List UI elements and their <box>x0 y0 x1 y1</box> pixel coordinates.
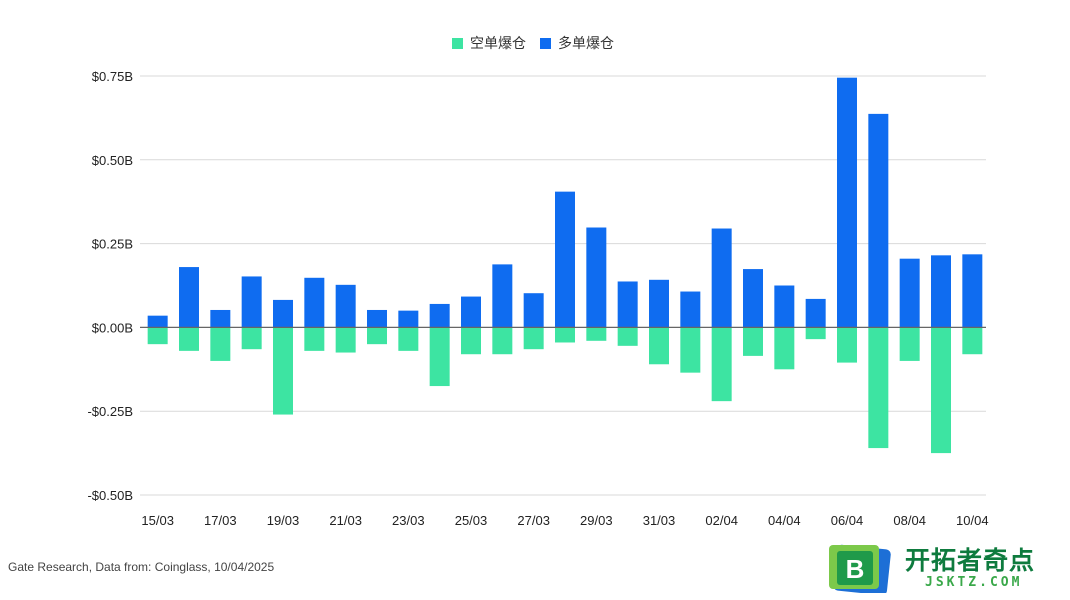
legend-label-long: 多单爆仓 <box>558 36 614 52</box>
legend-swatch-short <box>452 37 463 49</box>
bar-short <box>304 327 325 351</box>
bar-long <box>367 309 387 328</box>
bar-long <box>586 227 607 328</box>
bar-long <box>523 293 544 328</box>
bar-short <box>335 327 356 353</box>
logo-title: 开拓者奇点 <box>905 545 1036 575</box>
bar-long <box>335 284 356 328</box>
bar-short <box>617 327 638 346</box>
logo-badge-icon: B <box>829 543 891 596</box>
y-tick-label: $0.50B <box>92 153 133 168</box>
bar-long <box>398 310 419 328</box>
bar-short <box>805 327 826 340</box>
bar-long <box>837 77 857 328</box>
bar-short <box>147 327 168 345</box>
bar-short <box>743 327 763 356</box>
bar-long <box>774 285 795 328</box>
bar-short <box>962 327 983 355</box>
legend-item-long: 多单爆仓 <box>540 33 614 53</box>
x-tick-label: 31/03 <box>643 513 676 528</box>
bar-short <box>586 327 607 341</box>
x-tick-label: 10/04 <box>956 513 989 528</box>
site-logo: B 开拓者奇点 JSKTZ.COM <box>829 543 1036 596</box>
bar-long <box>147 315 168 328</box>
bar-long <box>805 298 826 328</box>
bar-short <box>680 327 701 373</box>
legend-label-short: 空单爆仓 <box>470 36 526 52</box>
bar-long <box>273 299 293 328</box>
x-tick-label: 15/03 <box>141 513 174 528</box>
logo-text: 开拓者奇点 JSKTZ.COM <box>905 545 1036 590</box>
bar-short <box>868 327 889 449</box>
bar-long <box>649 279 669 328</box>
x-tick-label: 29/03 <box>580 513 613 528</box>
bar-short <box>492 327 513 355</box>
y-tick-label: -$0.25B <box>87 404 133 419</box>
bar-short <box>523 327 544 350</box>
y-tick-label: $0.00B <box>92 320 133 335</box>
chart-legend: 空单爆仓 多单爆仓 <box>452 33 628 53</box>
y-tick-label: $0.25B <box>92 237 133 252</box>
bar-short <box>931 327 951 454</box>
bar-short <box>429 327 450 387</box>
bar-long <box>179 267 199 328</box>
logo-badge-letter: B <box>846 554 865 584</box>
legend-item-short: 空单爆仓 <box>452 33 526 53</box>
bar-long <box>931 255 951 328</box>
bar-short <box>179 327 199 351</box>
bar-short <box>273 327 293 415</box>
bar-long <box>962 254 983 328</box>
logo-domain: JSKTZ.COM <box>925 574 1023 590</box>
bar-long <box>617 281 638 328</box>
bar-short <box>774 327 795 370</box>
source-note: Gate Research, Data from: Coinglass, 10/… <box>8 560 275 574</box>
bar-short <box>461 327 481 355</box>
bar-long <box>461 296 481 328</box>
bar-short <box>210 327 231 361</box>
x-tick-label: 08/04 <box>893 513 926 528</box>
x-tick-label: 04/04 <box>768 513 801 528</box>
bar-long <box>429 303 450 328</box>
bar-short <box>398 327 419 351</box>
bar-short <box>649 327 669 365</box>
bar-long <box>555 191 575 328</box>
x-tick-label: 23/03 <box>392 513 425 528</box>
x-tick-label: 27/03 <box>517 513 550 528</box>
bar-long <box>241 276 262 328</box>
bar-short <box>241 327 262 350</box>
bar-long <box>743 269 763 328</box>
y-tick-label: $0.75B <box>92 69 133 84</box>
bar-long <box>304 277 325 328</box>
x-tick-label: 17/03 <box>204 513 237 528</box>
y-tick-label: -$0.50B <box>87 488 133 503</box>
x-tick-label: 21/03 <box>329 513 362 528</box>
bar-long <box>899 258 920 328</box>
bar-short <box>367 327 387 345</box>
bar-long <box>711 228 732 328</box>
bar-short <box>711 327 732 402</box>
bar-long <box>492 264 513 328</box>
bar-long <box>680 291 701 328</box>
bar-short <box>837 327 857 363</box>
liquidation-chart: $0.75B $0.50B $0.25B $0.00B -$0.25B -$0.50B 15… <box>87 69 989 528</box>
bar-short <box>899 327 920 361</box>
bar-short <box>555 327 575 343</box>
bar-long <box>868 113 889 328</box>
x-tick-label: 19/03 <box>267 513 300 528</box>
legend-swatch-long <box>540 37 551 49</box>
bar-long <box>210 309 231 328</box>
x-tick-label: 06/04 <box>831 513 864 528</box>
x-tick-label: 25/03 <box>455 513 488 528</box>
x-tick-label: 02/04 <box>705 513 738 528</box>
